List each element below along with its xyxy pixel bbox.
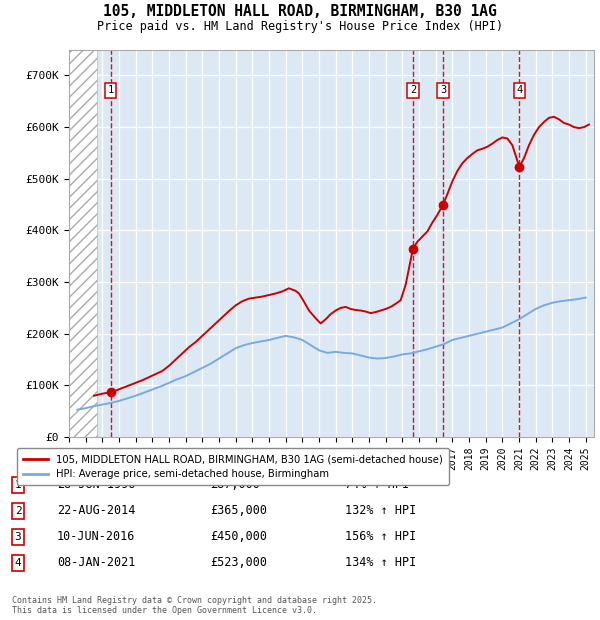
Text: 105, MIDDLETON HALL ROAD, BIRMINGHAM, B30 1AG: 105, MIDDLETON HALL ROAD, BIRMINGHAM, B3…	[103, 4, 497, 19]
Text: 4: 4	[516, 86, 523, 95]
Text: 22-AUG-2014: 22-AUG-2014	[57, 505, 136, 517]
Text: 10-JUN-2016: 10-JUN-2016	[57, 531, 136, 543]
Text: £87,000: £87,000	[210, 479, 260, 491]
Bar	[69, 50, 97, 437]
Text: 28-JUN-1996: 28-JUN-1996	[57, 479, 136, 491]
Text: 2: 2	[14, 506, 22, 516]
Text: 1: 1	[14, 480, 22, 490]
Text: 2: 2	[410, 86, 416, 95]
Text: £523,000: £523,000	[210, 557, 267, 569]
Text: 3: 3	[14, 532, 22, 542]
Text: 156% ↑ HPI: 156% ↑ HPI	[345, 531, 416, 543]
Text: 132% ↑ HPI: 132% ↑ HPI	[345, 505, 416, 517]
Text: Price paid vs. HM Land Registry's House Price Index (HPI): Price paid vs. HM Land Registry's House …	[97, 20, 503, 33]
Text: 1: 1	[107, 86, 113, 95]
Text: 74% ↑ HPI: 74% ↑ HPI	[345, 479, 409, 491]
Legend: 105, MIDDLETON HALL ROAD, BIRMINGHAM, B30 1AG (semi-detached house), HPI: Averag: 105, MIDDLETON HALL ROAD, BIRMINGHAM, B3…	[17, 448, 449, 485]
Text: 4: 4	[14, 558, 22, 568]
Text: £450,000: £450,000	[210, 531, 267, 543]
Text: 134% ↑ HPI: 134% ↑ HPI	[345, 557, 416, 569]
Text: 08-JAN-2021: 08-JAN-2021	[57, 557, 136, 569]
Text: 3: 3	[440, 86, 446, 95]
Text: Contains HM Land Registry data © Crown copyright and database right 2025.
This d: Contains HM Land Registry data © Crown c…	[12, 596, 377, 615]
Text: £365,000: £365,000	[210, 505, 267, 517]
